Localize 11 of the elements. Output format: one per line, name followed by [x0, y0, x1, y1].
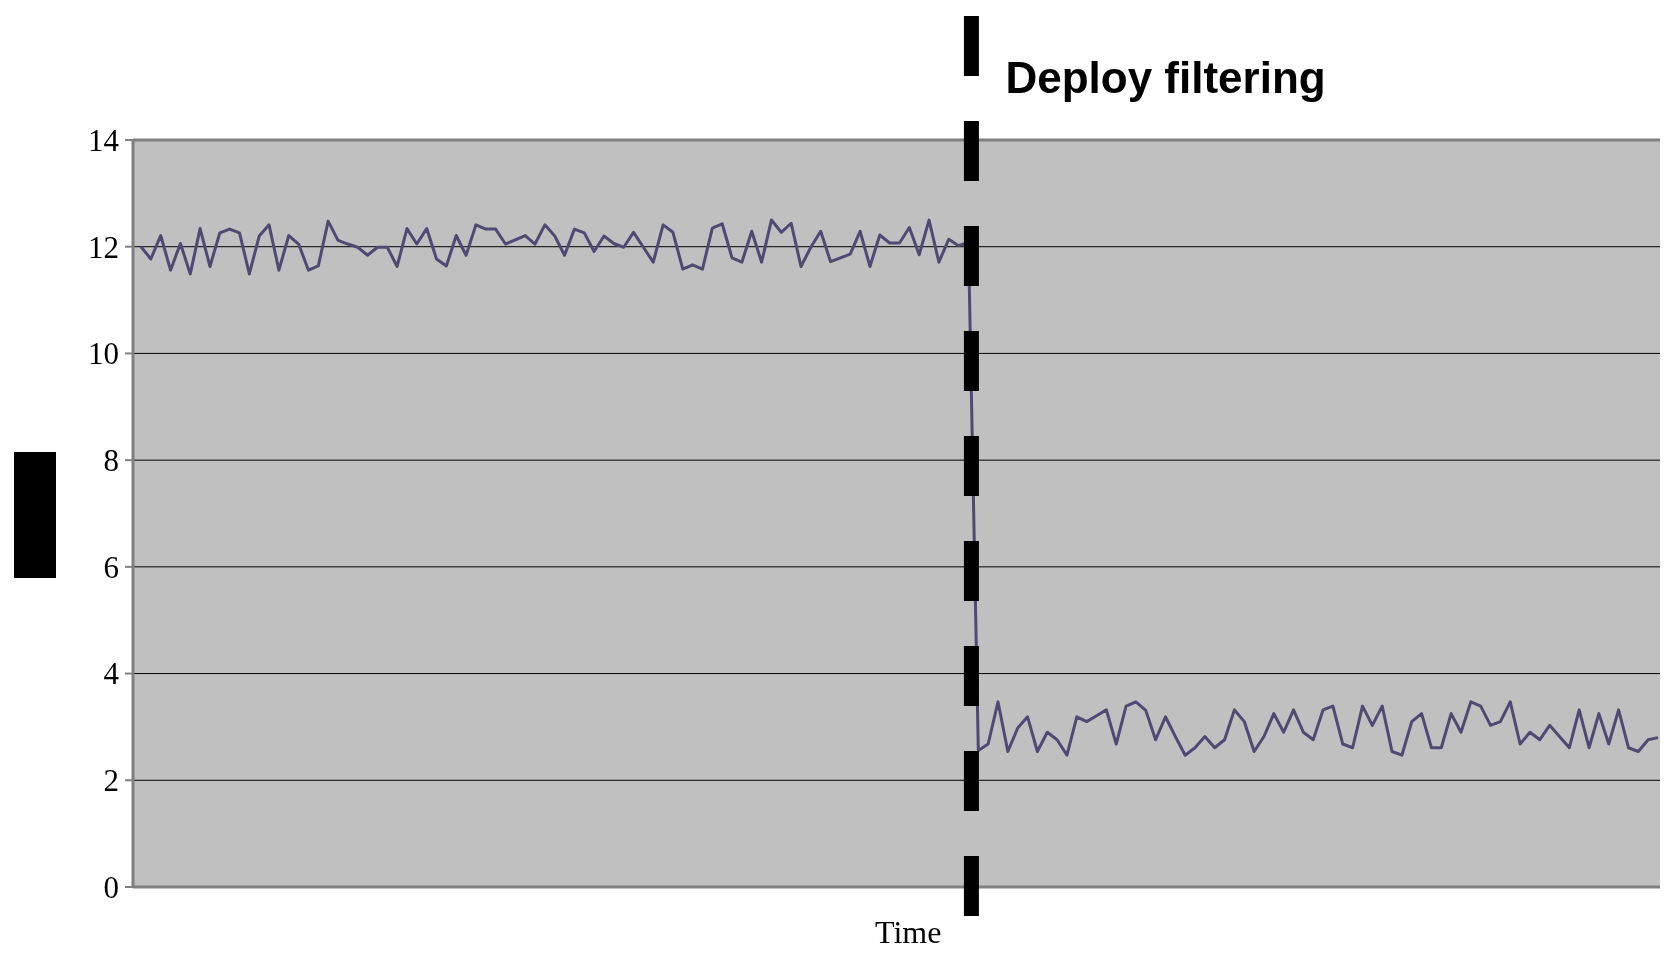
y-tick-label: 14 — [88, 122, 120, 158]
y-tick-label: 4 — [103, 656, 120, 692]
text: Deploy filtering — [1005, 53, 1326, 103]
y-tick-label: 6 — [103, 549, 119, 585]
y-tick-label: 12 — [88, 229, 119, 265]
y-tick-label: 0 — [103, 869, 119, 905]
y-tick-label: 10 — [88, 336, 119, 372]
y-tick-label: 2 — [103, 763, 119, 799]
x-axis-title: Time — [875, 914, 942, 950]
line-series — [139, 218, 1660, 757]
y-tick-label: 8 — [103, 442, 119, 478]
